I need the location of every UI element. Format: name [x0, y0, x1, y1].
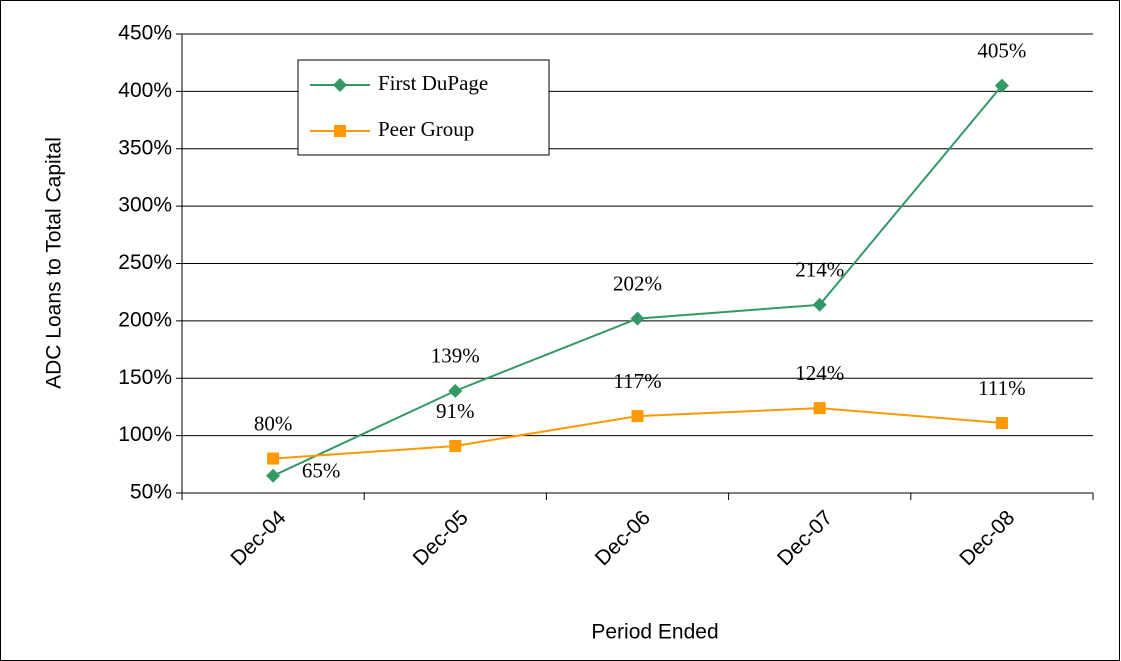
data-label: 91% — [436, 399, 475, 423]
data-point — [995, 417, 1008, 430]
data-label: 202% — [613, 271, 662, 295]
legend-marker — [334, 125, 346, 137]
y-tick-label: 450% — [118, 22, 172, 45]
data-point — [994, 78, 1009, 93]
y-tick-label: 250% — [118, 251, 172, 274]
data-point — [812, 297, 827, 312]
data-label: 139% — [431, 344, 480, 368]
y-axis-title: ADC Loans to Total Capital — [43, 137, 66, 389]
y-tick-label: 400% — [118, 79, 172, 102]
y-tick-label: 200% — [118, 308, 172, 331]
y-tick-label: 300% — [118, 194, 172, 217]
data-point — [813, 402, 826, 415]
data-label: 124% — [795, 361, 844, 385]
y-tick-label: 50% — [130, 481, 172, 504]
data-point — [630, 311, 645, 326]
y-tick-label: 350% — [118, 136, 172, 159]
legend-marker — [333, 78, 347, 92]
legend: First DuPage Peer Group — [297, 59, 550, 156]
data-label: 65% — [302, 459, 341, 483]
legend-label: Peer Group — [378, 117, 474, 141]
y-tick-label: 150% — [118, 366, 172, 389]
data-point — [631, 410, 644, 423]
data-label: 214% — [795, 258, 844, 282]
data-point — [267, 452, 280, 465]
data-label: 117% — [613, 369, 661, 393]
y-tick-label: 100% — [118, 423, 172, 446]
data-point — [448, 383, 463, 398]
legend-box — [297, 59, 550, 156]
data-point — [266, 468, 281, 483]
data-point — [449, 439, 462, 452]
legend-label: First DuPage — [378, 71, 488, 95]
x-axis-title: Period Ended — [591, 621, 718, 644]
data-label: 80% — [254, 411, 293, 435]
data-label: 405% — [977, 38, 1026, 62]
data-label: 111% — [978, 376, 1025, 400]
